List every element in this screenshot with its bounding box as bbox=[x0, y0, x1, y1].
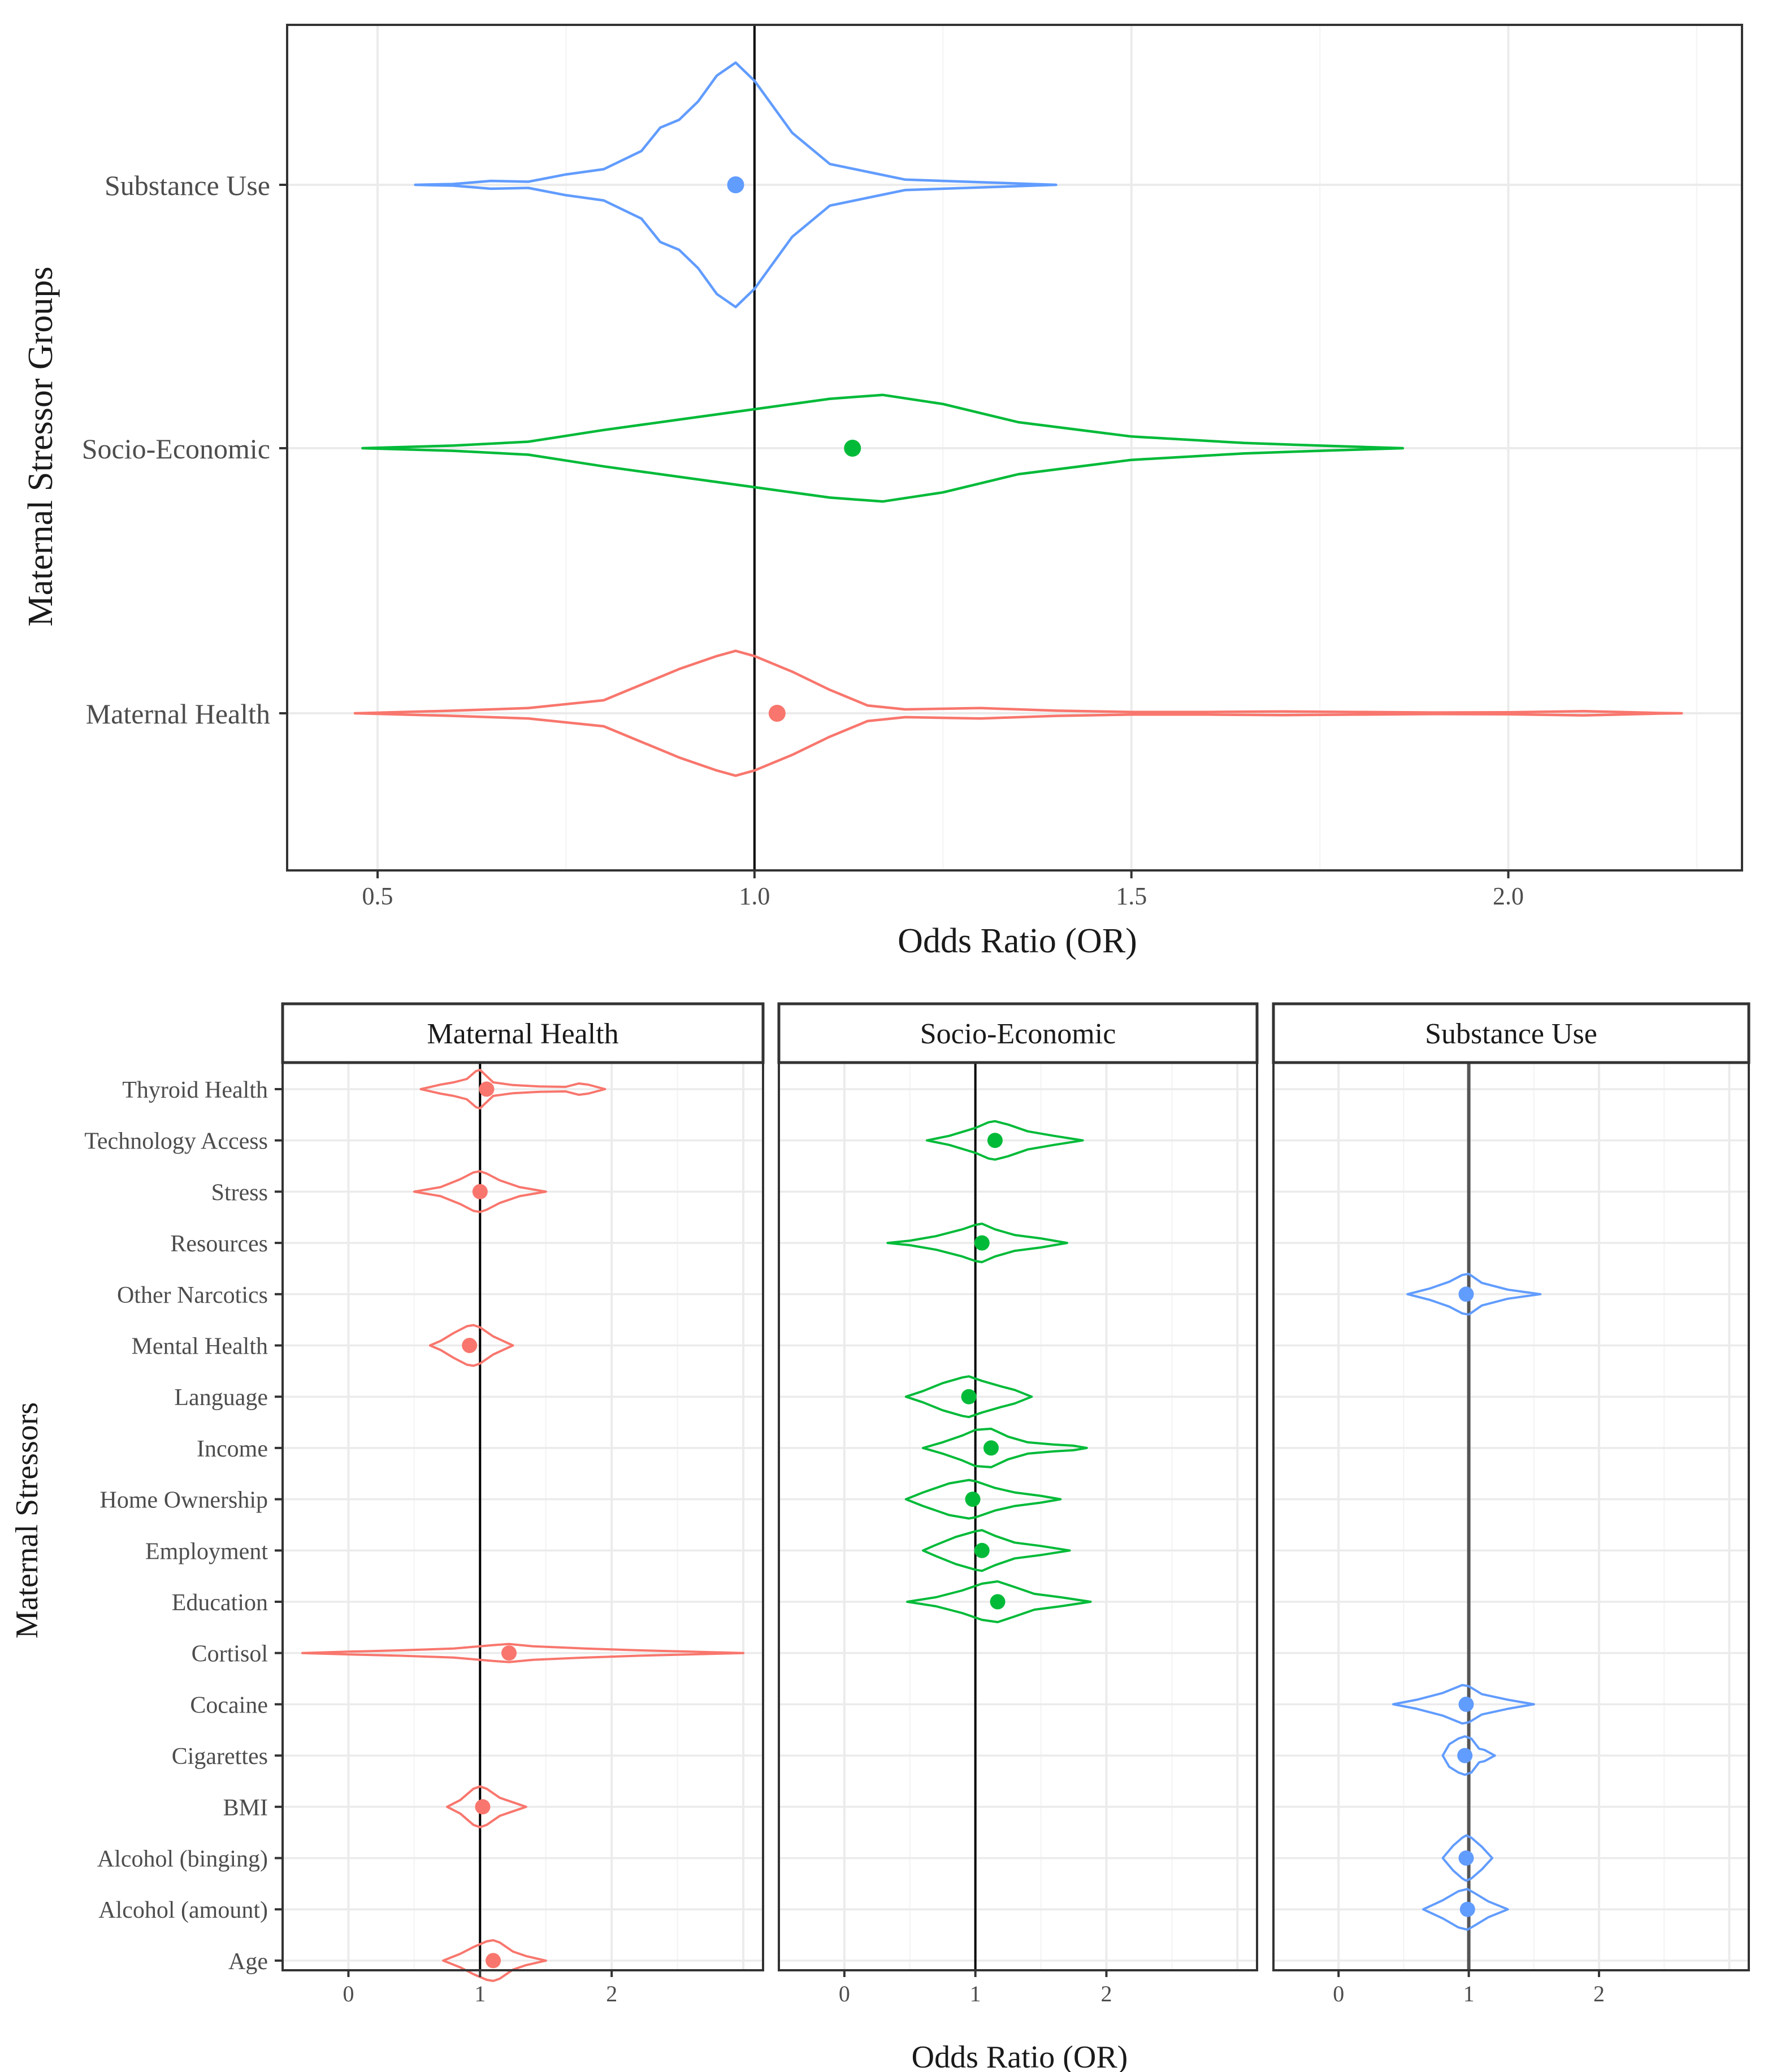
y-tick-label: Alcohol (amount) bbox=[98, 1897, 268, 1923]
point-thyroid-health bbox=[479, 1081, 495, 1097]
y-tick-label: Home Ownership bbox=[100, 1488, 268, 1514]
violin-cortisol bbox=[301, 1642, 745, 1663]
y-tick-label: Other Narcotics bbox=[117, 1282, 268, 1308]
point-alcohol-binging bbox=[1458, 1850, 1474, 1866]
y-tick-label: Technology Access bbox=[84, 1129, 268, 1155]
point-education bbox=[990, 1594, 1006, 1610]
violin-socio-economic bbox=[361, 393, 1405, 503]
y-tick-label: Cocaine bbox=[190, 1692, 268, 1718]
point-cigarettes bbox=[1457, 1748, 1473, 1763]
panel-border bbox=[778, 1061, 1258, 1971]
violin-age bbox=[442, 1939, 547, 1982]
point-employment bbox=[974, 1542, 990, 1558]
y-tick-label: Age bbox=[228, 1949, 268, 1975]
x-tick-label: 2 bbox=[606, 1981, 617, 2006]
point-bmi bbox=[475, 1799, 491, 1815]
x-tick-label: 2 bbox=[1100, 1981, 1112, 2006]
y-tick-label: Alcohol (binging) bbox=[97, 1846, 268, 1872]
violin-mental-health bbox=[428, 1324, 514, 1367]
violin-language bbox=[904, 1375, 1033, 1419]
point-home-ownership bbox=[965, 1492, 981, 1507]
point-stress bbox=[472, 1184, 488, 1199]
violin-other-narcotics bbox=[1406, 1272, 1542, 1316]
facet-strip-label: Substance Use bbox=[1425, 1018, 1597, 1050]
point-cortisol bbox=[501, 1645, 517, 1661]
y-tick-label: Substance Use bbox=[105, 170, 270, 201]
y-tick-label: Cigarettes bbox=[172, 1744, 268, 1770]
point-alcohol-amount bbox=[1459, 1901, 1475, 1917]
violin-cigarettes bbox=[1441, 1735, 1496, 1776]
point-technology-access bbox=[987, 1133, 1003, 1148]
point-substance-use bbox=[727, 176, 744, 193]
y-tick-label: Language bbox=[174, 1385, 268, 1411]
y-tick-label: Income bbox=[197, 1436, 268, 1462]
violin-bmi bbox=[446, 1785, 527, 1828]
violin-resources bbox=[886, 1223, 1068, 1264]
x-tick-label: 0 bbox=[343, 1981, 354, 2006]
violin-alcohol-amount bbox=[1422, 1888, 1509, 1931]
y-tick-label: Education bbox=[172, 1590, 268, 1616]
panel-border bbox=[1272, 1061, 1750, 1971]
y-tick-label: Stress bbox=[211, 1180, 268, 1206]
violin-education bbox=[906, 1580, 1092, 1623]
y-tick-label: BMI bbox=[223, 1795, 268, 1821]
violin-substance-use bbox=[414, 61, 1058, 309]
facet-strip bbox=[777, 1002, 1259, 1064]
violin-cocaine bbox=[1392, 1684, 1535, 1725]
x-tick-label: 1 bbox=[474, 1981, 486, 2006]
violin-employment bbox=[922, 1529, 1071, 1572]
top-x-axis-title: Odds Ratio (OR) bbox=[898, 922, 1137, 960]
violin-maternal-health bbox=[353, 649, 1683, 777]
facet-maternal-health: Maternal Health 0 1 2 bbox=[281, 1002, 765, 2006]
point-language bbox=[961, 1389, 977, 1405]
x-tick-label: 1.0 bbox=[739, 882, 770, 910]
panel-border bbox=[281, 1061, 764, 1971]
y-tick-label: Employment bbox=[145, 1538, 268, 1564]
x-tick-label: 1.5 bbox=[1116, 882, 1147, 910]
x-tick-label: 1 bbox=[970, 1981, 981, 2006]
facet-socio-economic: Socio-Economic 0 1 2 bbox=[777, 1002, 1259, 2006]
y-tick-label: Socio-Economic bbox=[82, 433, 270, 465]
x-tick-label: 0 bbox=[839, 1981, 850, 2006]
violin-stress bbox=[413, 1170, 547, 1213]
y-tick-label: Maternal Health bbox=[86, 698, 270, 730]
violin-alcohol-binging bbox=[1441, 1834, 1494, 1882]
point-age bbox=[486, 1953, 501, 1969]
facet-strip-label: Maternal Health bbox=[427, 1018, 618, 1050]
x-tick-label: 2 bbox=[1593, 1981, 1605, 2006]
x-tick-label: 2.0 bbox=[1493, 882, 1524, 910]
point-resources bbox=[974, 1235, 990, 1251]
point-income bbox=[983, 1440, 999, 1456]
top-violin-chart: Substance Use Socio-Economic Maternal Heal… bbox=[82, 24, 1743, 910]
violin-home-ownership bbox=[904, 1479, 1062, 1520]
y-tick-label: Cortisol bbox=[192, 1641, 268, 1667]
bottom-y-axis-title: Maternal Stressors bbox=[10, 1402, 45, 1638]
facet-strip bbox=[1272, 1002, 1750, 1064]
y-tick-label: Resources bbox=[170, 1231, 268, 1257]
top-y-axis-title: Maternal Stressor Groups bbox=[21, 266, 60, 626]
facet-substance-use: Substance Use 0 1 2 bbox=[1272, 1002, 1750, 2006]
bottom-x-axis-title: Odds Ratio (OR) bbox=[912, 2040, 1128, 2072]
point-maternal-health bbox=[768, 705, 786, 722]
facet-strip-label: Socio-Economic bbox=[920, 1018, 1116, 1050]
point-socio-economic bbox=[844, 440, 861, 457]
violin-thyroid-health bbox=[419, 1069, 606, 1109]
x-tick-label: 0 bbox=[1333, 1981, 1344, 2006]
y-tick-label: Thyroid Health bbox=[122, 1077, 268, 1103]
point-mental-health bbox=[462, 1338, 478, 1353]
point-cocaine bbox=[1458, 1696, 1474, 1712]
violin-income bbox=[922, 1427, 1088, 1468]
y-tick-label: Mental Health bbox=[132, 1334, 268, 1360]
violin-technology-access bbox=[925, 1120, 1084, 1161]
panel-border bbox=[286, 24, 1743, 872]
x-tick-label: 0.5 bbox=[362, 882, 393, 910]
x-tick-label: 1 bbox=[1463, 1981, 1475, 2006]
point-other-narcotics bbox=[1458, 1286, 1474, 1302]
